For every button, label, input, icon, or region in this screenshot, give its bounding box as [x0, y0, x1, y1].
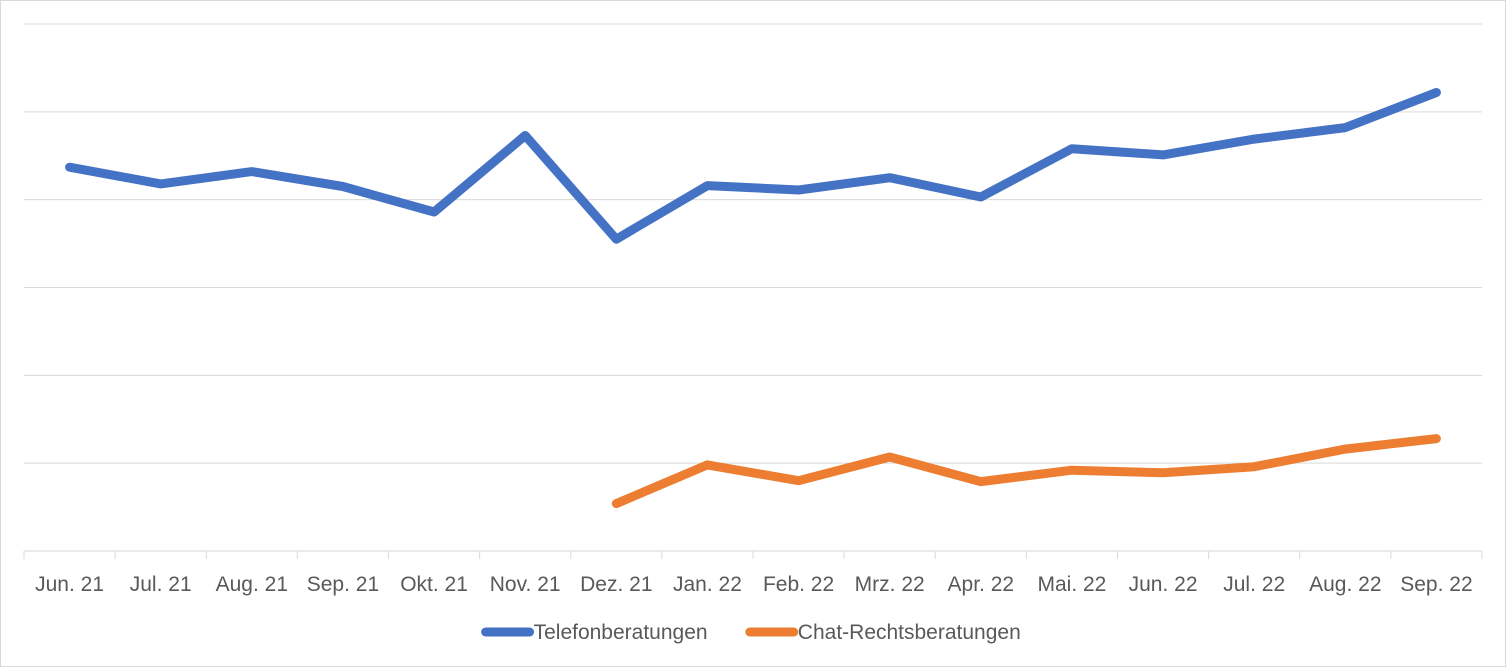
x-tick-label: Jan. 22	[673, 573, 742, 596]
x-tick-label: Aug. 22	[1309, 573, 1381, 596]
x-tick-label: Nov. 21	[490, 573, 561, 596]
x-tick-labels: Jun. 21 Jul. 21 Aug. 21 Sep. 21 Okt. 21 Nov. …	[35, 573, 1473, 596]
x-tick-label: Dez. 21	[580, 573, 652, 596]
x-tick-label: Sep. 21	[307, 573, 379, 596]
x-tick-label: Jul. 21	[130, 573, 192, 596]
legend-label-1: Telefonberatungen	[534, 621, 708, 644]
series-line-1	[65, 88, 1441, 244]
x-axis	[23, 550, 1483, 559]
x-tick-label: Mrz. 22	[855, 573, 925, 596]
x-tick-label: Jun. 22	[1129, 573, 1198, 596]
x-tick-label: Jul. 22	[1223, 573, 1285, 596]
x-tick-label: Apr. 22	[948, 573, 1015, 596]
series-lines	[65, 88, 1441, 509]
x-tick-label: Feb. 22	[763, 573, 834, 596]
legend: Telefonberatungen Chat-Rechtsberatungen	[481, 621, 1021, 644]
x-tick-label: Sep. 22	[1400, 573, 1472, 596]
legend-label-2: Chat-Rechtsberatungen	[798, 621, 1021, 644]
series-line-2	[611, 434, 1441, 509]
x-tick-label: Aug. 21	[216, 573, 288, 596]
x-tick-label: Okt. 21	[400, 573, 468, 596]
gridlines	[24, 23, 1482, 464]
x-tick-label: Mai. 22	[1038, 573, 1107, 596]
x-tick-label: Jun. 21	[35, 573, 104, 596]
